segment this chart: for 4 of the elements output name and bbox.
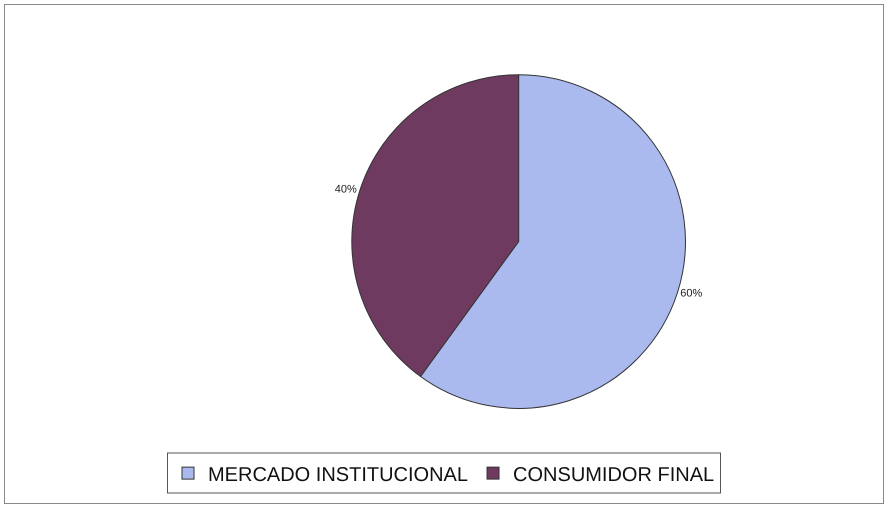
data-label: 40% [334, 183, 357, 196]
legend-label: MERCADO INSTITUCIONAL [208, 464, 468, 486]
data-label: 60% [680, 288, 703, 300]
legend-label: CONSUMIDOR FINAL [513, 464, 714, 486]
